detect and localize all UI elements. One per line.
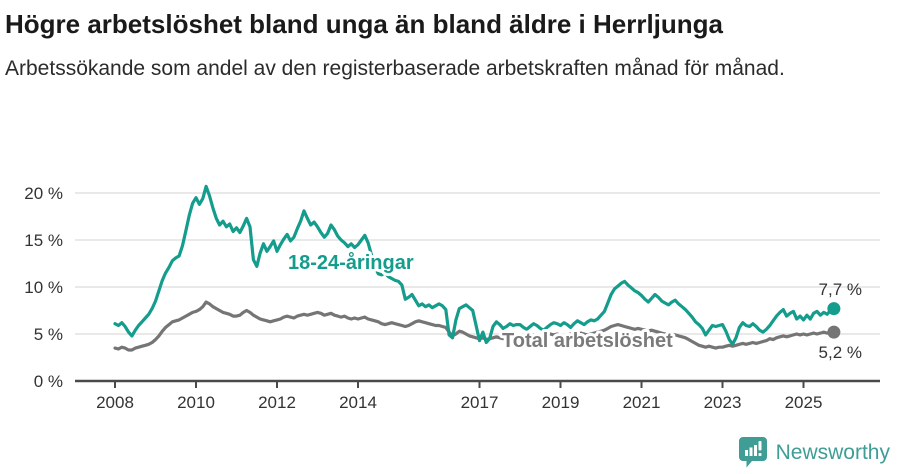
newsworthy-attribution: Newsworthy xyxy=(738,436,890,469)
series-end-dot xyxy=(827,302,841,316)
y-tick-label: 15 % xyxy=(24,231,63,250)
x-tick-label: 2014 xyxy=(339,393,377,412)
chart-subtitle: Arbetssökande som andel av den registerb… xyxy=(5,56,785,80)
x-tick-label: 2025 xyxy=(785,393,823,412)
x-tick-label: 2012 xyxy=(258,393,296,412)
series-end-dot xyxy=(827,325,841,339)
y-tick-label: 20 % xyxy=(24,184,63,203)
x-tick-label: 2023 xyxy=(704,393,742,412)
x-tick-label: 2008 xyxy=(96,393,134,412)
series-label: Total arbetslöshet xyxy=(502,330,673,352)
series-label: 18-24-åringar xyxy=(288,251,414,274)
newsworthy-logo-icon xyxy=(738,437,767,468)
line-chart: 0 % 5 % 10 % 15 % 20 % 2008 2010 2012 2014 2017 20… xyxy=(24,184,880,412)
newsworthy-wordmark: Newsworthy xyxy=(775,440,890,464)
x-tick-label: 2019 xyxy=(542,393,580,412)
series-line xyxy=(113,300,836,352)
chart-header: Högre arbetslöshet bland unga än bland ä… xyxy=(5,8,895,82)
end-value-label: 7,7 % xyxy=(819,280,862,299)
x-tick-label: 2010 xyxy=(177,393,215,412)
y-tick-label: 0 % xyxy=(34,372,63,391)
end-value-label: 5,2 % xyxy=(819,343,862,362)
page-title: Högre arbetslöshet bland unga än bland ä… xyxy=(5,9,724,39)
x-tick-label: 2021 xyxy=(623,393,661,412)
y-tick-label: 10 % xyxy=(24,278,63,297)
y-tick-label: 5 % xyxy=(34,325,63,344)
series-line xyxy=(113,184,836,346)
x-tick-label: 2017 xyxy=(461,393,499,412)
